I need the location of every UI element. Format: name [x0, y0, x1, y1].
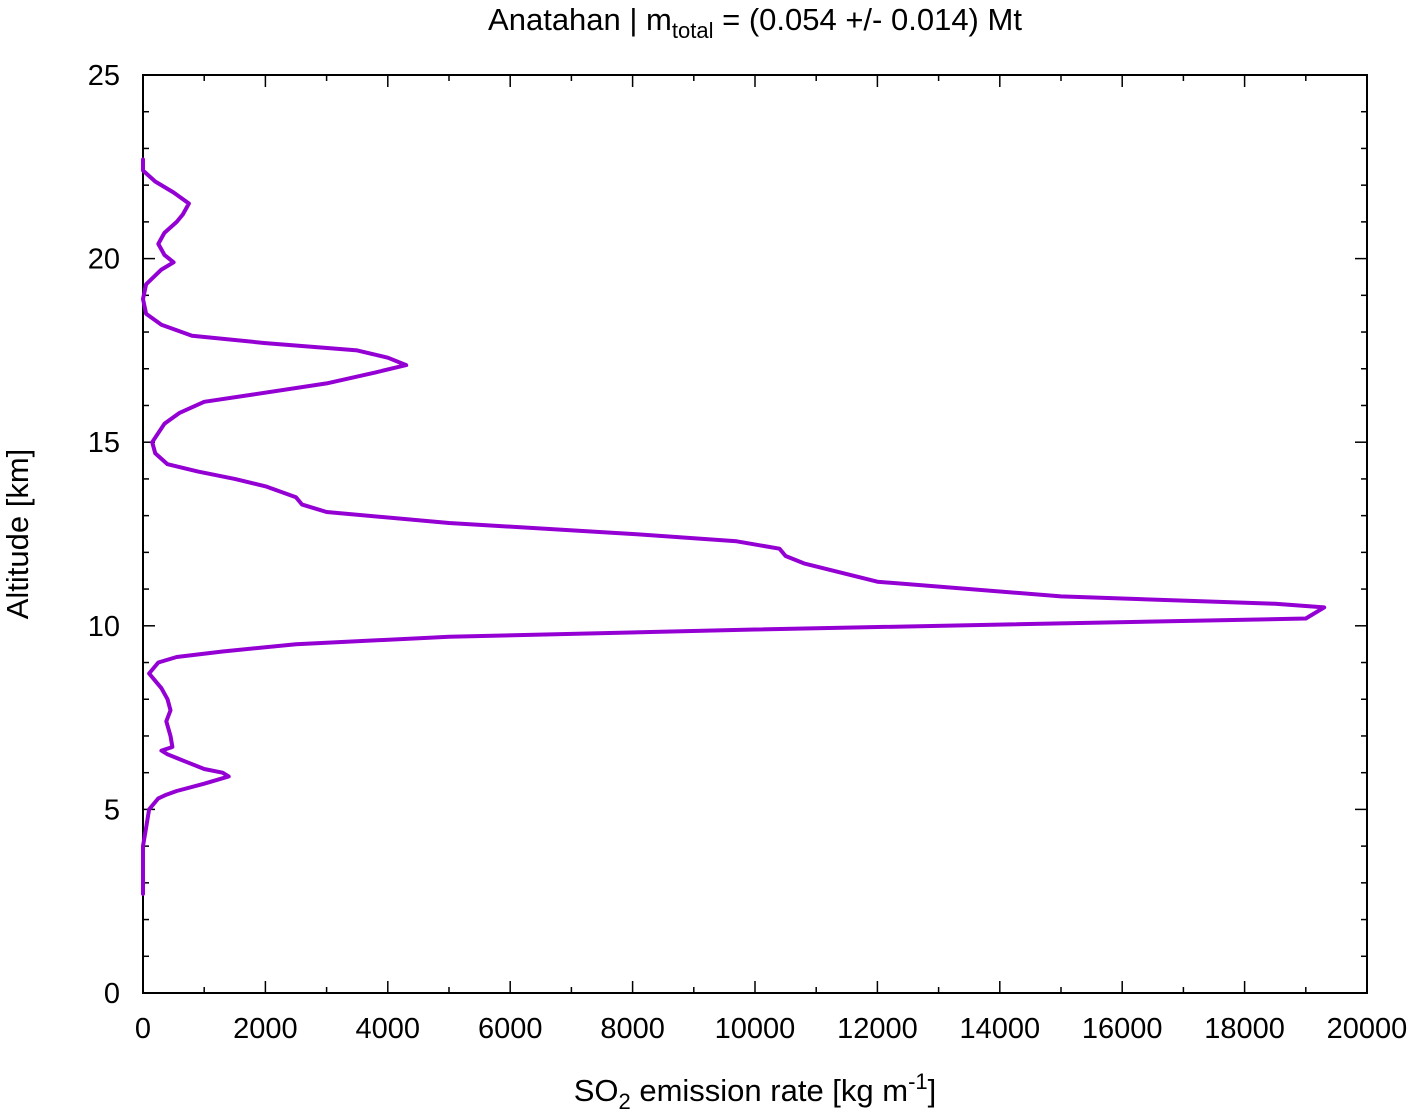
y-tick-label: 20 [88, 244, 120, 276]
x-axis-ticks [142, 75, 1368, 993]
x-tick-label: 2000 [233, 1013, 298, 1045]
chart-title: Anatahan | mtotal = (0.054 +/- 0.014) Mt [488, 2, 1022, 43]
y-tick-label: 15 [88, 427, 120, 459]
y-axis-label: Altitude [km] [0, 449, 35, 620]
x-tick-label: 14000 [959, 1013, 1040, 1045]
x-tick-label: 18000 [1204, 1013, 1285, 1045]
x-tick-label: 0 [135, 1013, 151, 1045]
x-tick-label: 16000 [1082, 1013, 1163, 1045]
x-tick-label: 6000 [478, 1013, 543, 1045]
x-axis-tick-labels: 0 2000 4000 6000 8000 10000 12000 14000 16000 180… [135, 1013, 1407, 1045]
y-tick-label: 25 [88, 60, 120, 92]
y-tick-label: 10 [88, 611, 120, 643]
x-tick-label: 20000 [1327, 1013, 1408, 1045]
x-tick-label: 10000 [715, 1013, 796, 1045]
x-tick-label: 4000 [356, 1013, 421, 1045]
x-tick-label: 12000 [837, 1013, 918, 1045]
y-axis-tick-labels: 0 5 10 15 20 25 [88, 60, 120, 1010]
y-axis-ticks [143, 74, 1367, 994]
x-tick-label: 8000 [600, 1013, 665, 1045]
series-line-so2-profile [141, 157, 1327, 896]
plot-frame [142, 74, 1368, 994]
y-tick-label: 5 [104, 794, 120, 826]
x-axis-label: SO2 emission rate [kg m-1] [574, 1069, 937, 1111]
y-tick-label: 0 [104, 978, 120, 1010]
